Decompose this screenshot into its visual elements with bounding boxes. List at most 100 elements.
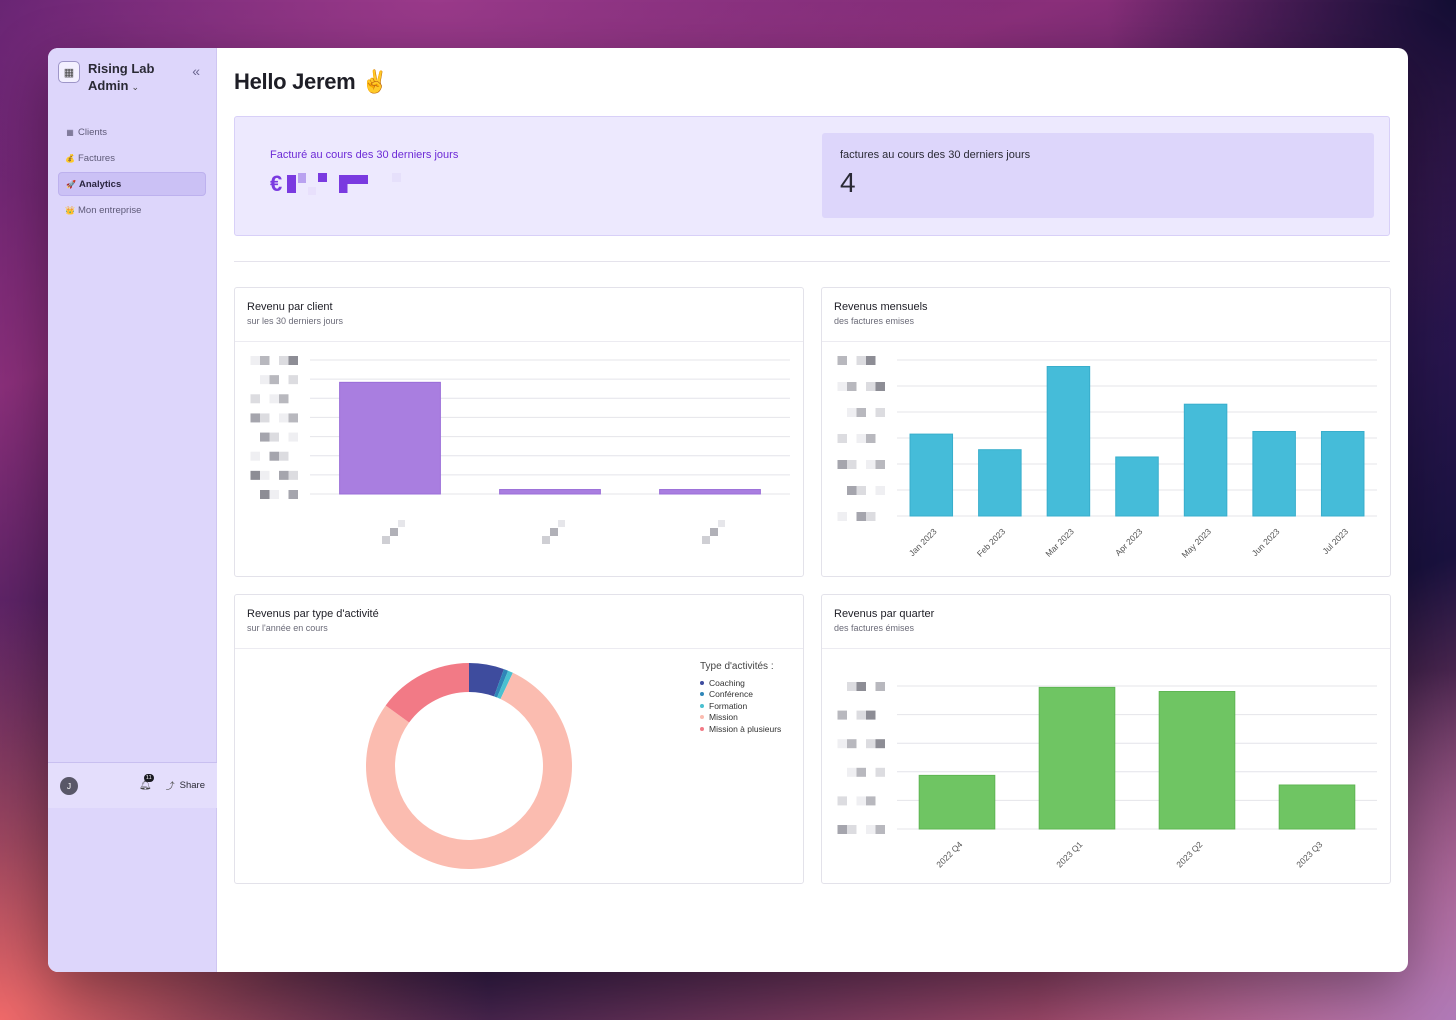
redacted-tick-label (288, 490, 298, 499)
redacted-tick-label (260, 470, 270, 480)
chart-revenu-par-client (250, 356, 790, 544)
redacted-tick-label (875, 682, 885, 691)
bar (1115, 456, 1159, 517)
legend-label: Mission à plusieurs (709, 723, 782, 734)
redacted-tick-label (288, 432, 298, 442)
redacted-tick-label (288, 356, 298, 365)
donut-slice (385, 663, 469, 723)
legend-label: Formation (709, 700, 748, 711)
chevron-down-icon: ⌄ (131, 82, 139, 92)
app-window: ▦ Rising Lab Admin ⌄ « ▦ Clients 💰 Factur… (48, 48, 1408, 972)
redacted-tick-label (279, 451, 289, 461)
redacted-tick-label (837, 382, 847, 391)
notification-count-badge: 11 (143, 774, 154, 782)
redacted-tick-label (847, 739, 857, 749)
redacted-tick-label (875, 460, 885, 469)
chart-title: Revenu par client (247, 301, 333, 313)
chart-card-revenus-par-type: Revenus par type d'activité sur l'année … (234, 594, 804, 884)
redacted-tick-label (269, 490, 279, 499)
legend-label: Mission (709, 712, 738, 723)
bar (1252, 431, 1296, 517)
share-button[interactable]: ⤴ Share (166, 779, 205, 792)
legend-item-formation[interactable]: Formation (700, 700, 781, 712)
chart-revenus-par-type (366, 663, 572, 869)
sidebar-footer: J 🔔︎ 11 ⤴ Share (48, 762, 217, 808)
building-icon: ▦ (66, 127, 74, 137)
redacted-tick-label (279, 356, 289, 365)
workspace-switcher[interactable]: ▦ Rising Lab Admin ⌄ (58, 60, 154, 96)
sidebar-item-mon-entreprise[interactable]: 👑 Mon entreprise (58, 198, 206, 222)
x-tick-label: 2023 Q2 (1174, 839, 1204, 869)
sidebar-item-factures[interactable]: 💰 Factures (58, 146, 206, 170)
redacted-x-label (718, 520, 725, 527)
sidebar-item-label: Factures (78, 152, 115, 164)
chart-title: Revenus par quarter (834, 608, 935, 620)
brand-name: Rising Lab (88, 61, 155, 76)
legend-item-coaching[interactable]: Coaching (700, 677, 781, 689)
redacted-tick-label (260, 375, 270, 385)
chart-subtitle: sur l'année en cours (247, 623, 328, 633)
legend-item-conference[interactable]: Conférence (700, 689, 781, 701)
redacted-tick-label (856, 710, 866, 720)
chart-title: Revenus mensuels (834, 301, 928, 313)
bar (1183, 403, 1228, 517)
notifications-button[interactable]: 🔔︎ 11 (138, 774, 154, 791)
share-icon: ⤴ (165, 781, 175, 791)
redacted-tick-label (875, 382, 885, 391)
redacted-tick-label (837, 434, 847, 443)
sidebar-item-clients[interactable]: ▦ Clients (58, 120, 206, 144)
redacted-tick-label (250, 470, 260, 480)
redacted-tick-label (866, 710, 876, 720)
money-bag-icon: 💰 (65, 153, 75, 163)
redacted-tick-label (269, 451, 279, 461)
avatar[interactable]: J (60, 776, 78, 795)
sidebar-item-analytics[interactable]: 🚀 Analytics (58, 172, 206, 196)
redacted-tick-label (856, 408, 866, 417)
bell-icon: 🔔︎ (138, 780, 152, 791)
kpi-billed-label: Facturé au cours des 30 derniers jours (270, 149, 459, 161)
redacted-x-label (558, 520, 565, 527)
legend-item-mission-a-plusieurs[interactable]: Mission à plusieurs (700, 723, 781, 735)
x-tick-label: 2023 Q3 (1294, 839, 1324, 869)
redacted-tick-label (856, 796, 866, 806)
bar (1158, 691, 1236, 830)
x-tick-label: May 2023 (1180, 526, 1214, 560)
redacted-tick-label (866, 739, 876, 749)
donut-slice (366, 672, 572, 869)
redacted-tick-label (847, 825, 857, 834)
bar (1038, 686, 1116, 830)
collapse-sidebar-icon[interactable]: « (192, 63, 200, 79)
kpi-billed-value-redacted: € (270, 171, 458, 197)
bar (909, 433, 954, 517)
redacted-tick-label (856, 767, 866, 777)
donut-slice (497, 670, 513, 700)
redacted-tick-label (269, 375, 279, 385)
calculator-icon: ▦ (58, 61, 80, 83)
redacted-tick-label (279, 413, 289, 423)
redacted-tick-label (847, 486, 857, 495)
donut-slice (469, 663, 504, 697)
redacted-tick-label (866, 382, 876, 391)
kpi-invoices-value: 4 (840, 167, 856, 198)
redacted-tick-label (866, 825, 876, 834)
sidebar-nav: ▦ Clients 💰 Factures 🚀 Analytics 👑 Mon e… (58, 120, 206, 224)
kpi-panel: Facturé au cours des 30 derniers jours €… (234, 116, 1390, 236)
x-tick-label: Mar 2023 (1043, 526, 1076, 559)
redacted-x-label (702, 536, 710, 544)
bar (1046, 366, 1091, 517)
redacted-tick-label (837, 825, 847, 834)
legend-label: Conférence (709, 689, 753, 700)
legend-item-mission[interactable]: Mission (700, 712, 781, 724)
bar (499, 489, 601, 495)
redacted-tick-label (269, 394, 279, 404)
redacted-tick-label (866, 460, 876, 469)
crown-icon: 👑 (65, 205, 75, 215)
bar (978, 449, 1022, 517)
redacted-tick-label (866, 356, 876, 365)
redacted-tick-label (856, 486, 866, 495)
kpi-billed: Facturé au cours des 30 derniers jours € (270, 149, 458, 197)
main-content: Hello Jerem ✌️ Facturé au cours des 30 d… (217, 48, 1408, 972)
redacted-tick-label (866, 796, 876, 806)
chart-revenus-mensuels: Jan 2023 Feb 2023 Mar 2023 Apr 2023 May 2023… (837, 356, 1377, 560)
redacted-tick-label (837, 710, 847, 720)
